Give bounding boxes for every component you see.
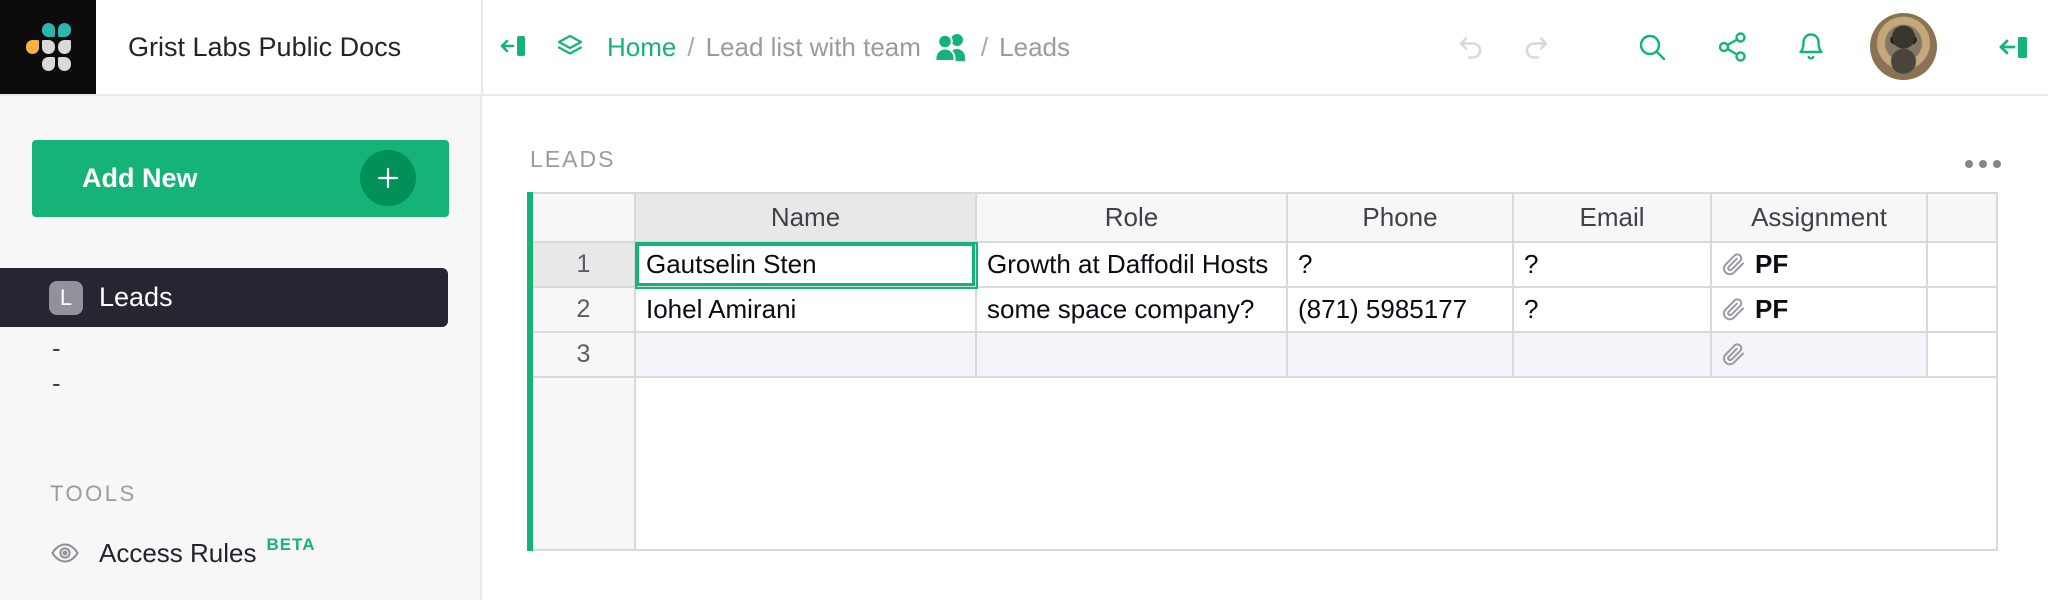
cell-role[interactable]: some space company?: [977, 288, 1288, 333]
cell-role[interactable]: Growth at Daffodil Hosts: [977, 243, 1288, 288]
cell-empty[interactable]: [1928, 333, 1996, 378]
cell-email[interactable]: ?: [1514, 243, 1712, 288]
collapse-right-panel-icon[interactable]: [1998, 32, 2028, 62]
paperclip-icon: [1722, 252, 1746, 278]
notifications-bell-icon[interactable]: [1795, 31, 1827, 63]
cell-assignment[interactable]: PF: [1712, 243, 1928, 288]
paperclip-icon: [1722, 297, 1746, 323]
search-icon[interactable]: [1636, 31, 1668, 63]
eye-icon: [50, 538, 80, 568]
column-header-role[interactable]: Role: [977, 194, 1288, 243]
breadcrumb-home-link[interactable]: Home: [607, 31, 677, 62]
redo-icon[interactable]: [1522, 33, 1550, 61]
document-title[interactable]: Grist Labs Public Docs: [128, 32, 402, 62]
sidebar-page-item[interactable]: -: [52, 368, 61, 398]
cell-empty[interactable]: [1928, 243, 1996, 288]
row-number[interactable]: 1: [533, 243, 636, 288]
column-header-name[interactable]: Name: [636, 194, 977, 243]
tools-heading: TOOLS: [50, 481, 137, 506]
breadcrumb: Home / Lead list with team / Leads: [607, 0, 1070, 94]
cell-name[interactable]: Iohel Amirani: [636, 288, 977, 333]
cell-email[interactable]: [1514, 333, 1712, 378]
cell-name-selected[interactable]: Gautselin Sten: [635, 242, 978, 289]
widget-menu-ellipsis-icon[interactable]: [1961, 156, 2005, 172]
collapse-left-panel-icon[interactable]: [499, 32, 527, 60]
data-grid: Name Role Phone Email Assignment 1 Gauts…: [533, 192, 1998, 551]
page-widget-layers-icon[interactable]: [556, 33, 584, 61]
sidebar-page-item[interactable]: -: [52, 333, 61, 363]
table-row: 1 Gautselin Sten Growth at Daffodil Host…: [533, 242, 1996, 289]
cell-assignment[interactable]: [1712, 333, 1928, 378]
panel-divider: [481, 0, 483, 94]
page-label: Leads: [99, 282, 173, 312]
top-bar: Grist Labs Public Docs Home / Lead list …: [0, 0, 2048, 96]
paperclip-icon: [1722, 342, 1746, 368]
column-header-assignment[interactable]: Assignment: [1712, 194, 1928, 243]
access-rules-label: Access Rules: [99, 537, 257, 568]
column-header-phone[interactable]: Phone: [1288, 194, 1514, 243]
row-number-gutter: [533, 378, 636, 549]
add-row: 3: [533, 333, 1996, 378]
corner-header-cell[interactable]: [533, 194, 636, 243]
row-number[interactable]: 3: [533, 333, 636, 378]
cell-email[interactable]: ?: [1514, 288, 1712, 333]
page-initial-badge: L: [49, 280, 83, 315]
row-number[interactable]: 2: [533, 288, 636, 333]
cell-empty[interactable]: [1928, 288, 1996, 333]
breadcrumb-page-name[interactable]: Leads: [999, 31, 1070, 62]
column-header-email[interactable]: Email: [1514, 194, 1712, 243]
attachment-value: PF: [1755, 249, 1789, 279]
cell-phone[interactable]: [1288, 333, 1514, 378]
grid-empty-area: [533, 378, 1996, 549]
widget-title[interactable]: LEADS: [530, 146, 616, 172]
cell-assignment[interactable]: PF: [1712, 288, 1928, 333]
left-sidebar: Add New L Leads - - TOOLS Access Rules: [0, 96, 482, 600]
attachment-value: PF: [1755, 294, 1789, 324]
plus-icon: [360, 150, 416, 206]
grid-widget: Name Role Phone Email Assignment 1 Gauts…: [527, 192, 1998, 551]
beta-badge: BETA: [266, 535, 316, 554]
add-new-button[interactable]: Add New: [32, 140, 449, 217]
undo-icon[interactable]: [1457, 33, 1485, 61]
cell-name[interactable]: [636, 333, 977, 378]
sidebar-page-leads[interactable]: L Leads: [0, 268, 448, 327]
add-column-header[interactable]: [1928, 194, 1996, 243]
share-icon[interactable]: [1717, 31, 1749, 63]
user-avatar[interactable]: [1870, 13, 1937, 80]
header-row: Name Role Phone Email Assignment: [533, 194, 1996, 243]
cell-phone[interactable]: ?: [1288, 243, 1514, 288]
breadcrumb-workspace-link[interactable]: Lead list with team: [705, 31, 921, 62]
cell-phone[interactable]: (871) 5985177: [1288, 288, 1514, 333]
sidebar-item-access-rules[interactable]: Access Rules BETA: [50, 535, 316, 570]
grist-logo-icon: [25, 23, 71, 71]
table-row: 2 Iohel Amirani some space company? (871…: [533, 288, 1996, 333]
main-view: LEADS Name Role Phone Email Assignment: [482, 96, 2048, 600]
breadcrumb-separator: /: [687, 31, 695, 62]
team-icon: [932, 30, 970, 64]
breadcrumb-separator: /: [980, 31, 989, 62]
cell-role[interactable]: [977, 333, 1288, 378]
add-new-label: Add New: [82, 163, 198, 193]
active-section-indicator: [527, 192, 533, 551]
grist-logo[interactable]: [0, 0, 96, 94]
